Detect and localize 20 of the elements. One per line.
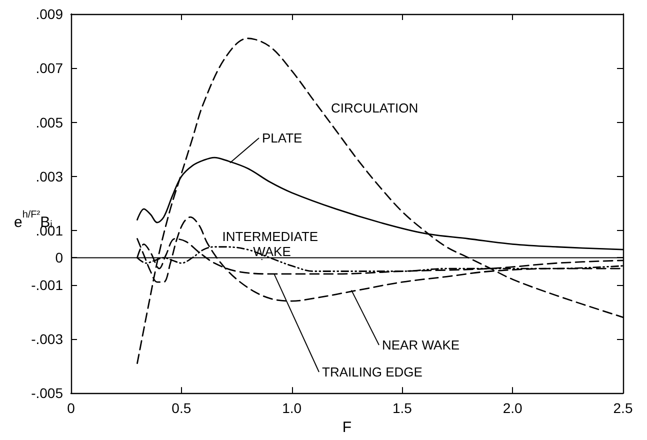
x-tick-label: 2.0: [502, 400, 523, 416]
y-tick-label: .005: [36, 114, 64, 130]
x-tick-label: 2.5: [613, 400, 633, 416]
text: PLATE: [262, 130, 303, 146]
y-tick-label: .007: [36, 60, 64, 76]
y-tick-label: -.003: [31, 330, 64, 347]
x-tick-label: 0.5: [172, 400, 192, 416]
series-label: CIRCULATION: [331, 100, 418, 116]
x-tick-label: 1.5: [392, 400, 412, 416]
x-tick-label: 0: [67, 400, 76, 416]
x-axis-title: F: [342, 419, 352, 436]
y-tick-label: -.005: [31, 385, 64, 402]
text: NEAR WAKE: [382, 338, 460, 352]
y-tick-label: .003: [36, 168, 64, 184]
x-tick-label: 1.0: [282, 400, 302, 416]
y-tick-label: 0: [55, 250, 64, 266]
series-label: INTERMEDIATE WAKE: [222, 229, 322, 259]
text: TRAILING EDGE: [322, 364, 423, 380]
y-tick-label: -.001: [31, 276, 64, 293]
y-tick-label: .009: [36, 6, 64, 22]
